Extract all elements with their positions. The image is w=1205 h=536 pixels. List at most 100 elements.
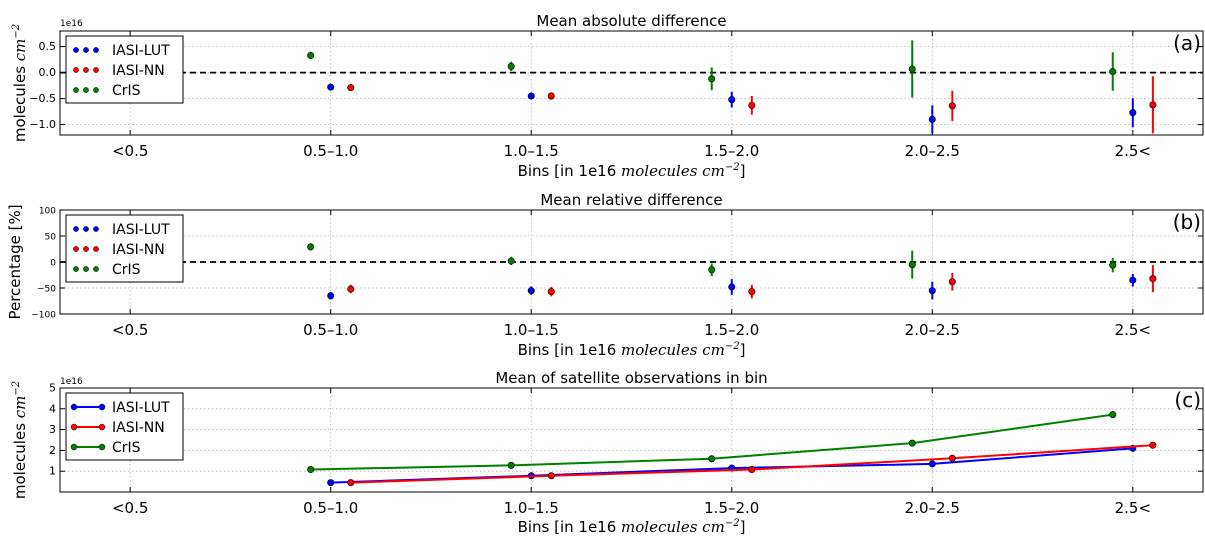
data-point: [547, 92, 555, 100]
series-iasi-nn: [347, 76, 1157, 134]
x-axis-label-end: ]: [740, 341, 746, 359]
data-point: [507, 62, 515, 70]
legend-label: IASI-LUT: [112, 400, 170, 416]
chart-title: Mean relative difference: [540, 191, 722, 209]
legend-swatch-marker: [93, 266, 99, 272]
data-point: [1149, 441, 1157, 449]
x-axis-label-end: ]: [740, 162, 746, 180]
y-tick-label: 100: [39, 207, 56, 217]
x-axis-label-math: molecules cm: [621, 341, 725, 359]
data-point: [908, 261, 916, 269]
x-tick-label: <0.5: [112, 321, 148, 339]
data-point: [1109, 411, 1117, 419]
y-tick-label: 1: [49, 465, 56, 478]
legend-label: CrIS: [112, 440, 141, 456]
y-axis-label-sup: −2: [11, 24, 22, 39]
data-point: [928, 115, 936, 123]
legend-label: IASI-NN: [112, 420, 165, 436]
data-point: [327, 292, 335, 300]
data-point: [748, 101, 756, 109]
x-tick-label: 1.0–1.5: [504, 499, 559, 517]
legend-swatch-marker: [73, 226, 79, 232]
y-axis-label: molecules cm−2: [11, 24, 29, 142]
y-tick-label: 2: [49, 444, 56, 457]
x-tick-label: 1.5–2.0: [704, 142, 759, 160]
legend-swatch-marker: [98, 403, 106, 411]
legend-label: CrIS: [112, 83, 141, 99]
y-axis-label-text: molecules: [11, 418, 29, 499]
legend-swatch-marker: [83, 87, 89, 93]
data-point: [928, 460, 936, 468]
data-point: [948, 454, 956, 462]
legend: IASI-LUT IASI-NN CrIS: [65, 214, 184, 283]
data-point: [728, 96, 736, 104]
data-point: [307, 51, 315, 59]
y-tick-label: −50: [37, 285, 56, 295]
data-point: [1149, 275, 1157, 283]
panel-tag: (a): [1173, 31, 1201, 55]
data-point: [307, 466, 315, 474]
x-axis-label-sup: −2: [725, 518, 740, 529]
x-tick-label: 2.0–2.5: [905, 142, 960, 160]
series-cris: [307, 243, 1117, 279]
x-axis-label-end: ]: [740, 518, 746, 536]
chart-title: Mean of satellite observations in bin: [495, 369, 767, 387]
legend-swatch-marker: [73, 266, 79, 272]
x-tick-label: 0.5–1.0: [303, 321, 358, 339]
data-point: [327, 479, 335, 487]
data-point: [507, 461, 515, 469]
data-point: [547, 472, 555, 480]
legend-label: IASI-LUT: [112, 222, 170, 238]
legend-swatch-marker: [73, 67, 79, 73]
data-point: [347, 479, 355, 487]
legend-swatch-marker: [83, 266, 89, 272]
legend-label: CrIS: [112, 262, 141, 278]
data-point: [748, 466, 756, 474]
legend-swatch-marker: [93, 246, 99, 252]
x-tick-label: 1.0–1.5: [504, 321, 559, 339]
x-tick-label: 1.0–1.5: [504, 142, 559, 160]
legend-swatch-marker: [83, 47, 89, 53]
x-tick-label: 1.5–2.0: [704, 499, 759, 517]
data-point: [728, 283, 736, 291]
series-iasi-lut: [327, 83, 1137, 134]
data-point: [908, 439, 916, 447]
axis-multiplier: 1e16: [60, 19, 83, 29]
y-axis-label-text: molecules: [11, 61, 29, 142]
data-point: [1129, 276, 1137, 284]
x-tick-label: <0.5: [112, 499, 148, 517]
data-point: [908, 65, 916, 73]
legend-swatch-marker: [83, 226, 89, 232]
legend-swatch-marker: [93, 67, 99, 73]
series-cris: [307, 411, 1117, 474]
legend-swatch-marker: [70, 403, 78, 411]
legend: IASI-LUT IASI-NN CrIS: [65, 392, 184, 461]
x-tick-label: 0.5–1.0: [303, 499, 358, 517]
x-axis-label-math: molecules cm: [621, 518, 725, 536]
y-tick-label: 3: [49, 423, 56, 436]
legend-swatch-marker: [93, 226, 99, 232]
x-tick-label: 0.5–1.0: [303, 142, 358, 160]
legend-swatch-marker: [98, 443, 106, 451]
x-axis-label-sup: −2: [725, 341, 740, 352]
y-axis-label: molecules cm−2: [11, 381, 29, 499]
y-tick-label: 0.5: [39, 40, 57, 53]
x-axis-label-text: Bins [in 1e16: [518, 341, 621, 359]
y-tick-label: −1.0: [29, 118, 56, 131]
data-point: [708, 455, 716, 463]
panel-c: 1 2 3 4 5 <0.5 0.5–1.0 1.0–1.5 1.5–2.0 2.0–2.5 2.5…: [11, 369, 1204, 536]
panel-a: −1.0 −0.5 0.0 0.5 <0.5 0.5–1.0 1.0–1.5 1.5–2.0 2…: [11, 12, 1204, 180]
legend-label: IASI-NN: [112, 63, 165, 79]
data-point: [547, 288, 555, 296]
y-axis-label-math: cm: [11, 39, 29, 62]
plot-frame: [59, 30, 1204, 136]
data-point: [748, 288, 756, 296]
data-point: [708, 75, 716, 83]
panel-tag: (c): [1174, 388, 1201, 412]
data-point: [948, 278, 956, 286]
x-axis-label-sup: −2: [725, 162, 740, 173]
legend-swatch-marker: [83, 67, 89, 73]
data-point: [307, 243, 315, 251]
legend-swatch-marker: [98, 423, 106, 431]
